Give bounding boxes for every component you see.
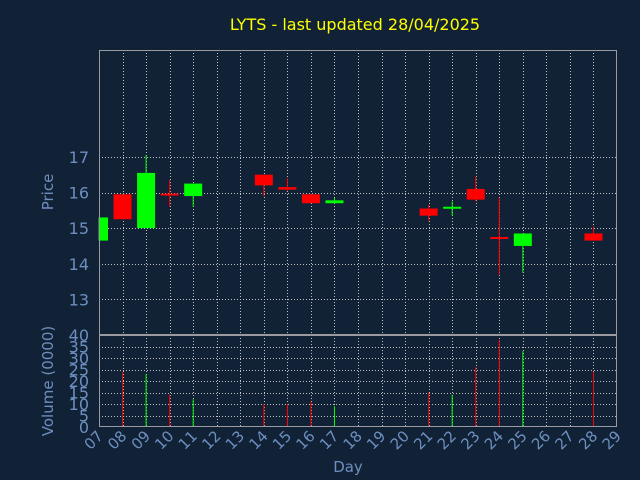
x-tick-label: 18 [340, 427, 366, 453]
volume-tick-label: 0 [79, 418, 89, 437]
x-tick-label: 19 [363, 427, 389, 453]
x-tick-label: 28 [575, 427, 601, 453]
x-tick-label: 08 [104, 427, 130, 453]
chart-title: LYTS - last updated 28/04/2025 [230, 15, 480, 34]
x-tick-label: 11 [175, 427, 201, 453]
candle-body [584, 233, 603, 241]
candle-body [301, 194, 320, 204]
price-tick-label: 17 [69, 148, 89, 167]
volume-tick-label: 10 [69, 395, 89, 414]
price-tick-label: 13 [69, 290, 89, 309]
volume-tick-label: 25 [69, 361, 89, 380]
candle-body [278, 187, 297, 190]
volume-tick-label: 5 [79, 407, 89, 426]
candle-body [137, 172, 156, 229]
candle-body [513, 233, 532, 246]
candle-body [325, 200, 344, 204]
x-tick-label: 15 [269, 427, 295, 453]
x-tick-label: 09 [128, 427, 154, 453]
price-panel-frame [99, 50, 617, 335]
x-tick-label: 20 [387, 427, 413, 453]
x-tick-label: 14 [245, 427, 271, 453]
volume-tick-label: 30 [69, 349, 89, 368]
marks-layer [98, 155, 603, 427]
x-tick-label: 22 [434, 427, 460, 453]
candle-body [184, 183, 203, 197]
x-tick-label: 29 [599, 427, 625, 453]
x-tick-label: 23 [457, 427, 483, 453]
price-tick-label: 15 [69, 219, 89, 238]
x-tick-label: 13 [222, 427, 248, 453]
x-tick-label: 26 [528, 427, 554, 453]
candle-body [490, 237, 509, 240]
grid-layer [99, 50, 617, 427]
price-axis-label: Price [39, 174, 57, 211]
volume-axis-label: Volume (0000) [39, 326, 57, 436]
candle-body [160, 193, 179, 196]
x-tick-label: 17 [316, 427, 342, 453]
x-tick-label: 10 [151, 427, 177, 453]
price-tick-label: 16 [69, 184, 89, 203]
candle-body [466, 188, 485, 200]
volume-tick-label: 15 [69, 384, 89, 403]
candle-body [99, 217, 108, 241]
x-tick-label: 27 [552, 427, 578, 453]
x-tick-label: 24 [481, 427, 507, 453]
candle-body [113, 194, 132, 220]
price-tick-label: 14 [69, 255, 89, 274]
frame-layer [99, 50, 617, 427]
volume-panel-frame [99, 335, 617, 427]
volume-tick-label: 35 [69, 338, 89, 357]
candle-body [419, 208, 438, 216]
x-tick-label: 16 [293, 427, 319, 453]
x-tick-label: 21 [410, 427, 436, 453]
x-tick-label: 25 [504, 427, 530, 453]
volume-tick-label: 40 [69, 326, 89, 345]
x-axis-label: Day [333, 458, 363, 476]
candle-body [254, 174, 273, 186]
x-tick-label: 12 [198, 427, 224, 453]
candle-body [443, 206, 462, 209]
volume-tick-label: 20 [69, 372, 89, 391]
